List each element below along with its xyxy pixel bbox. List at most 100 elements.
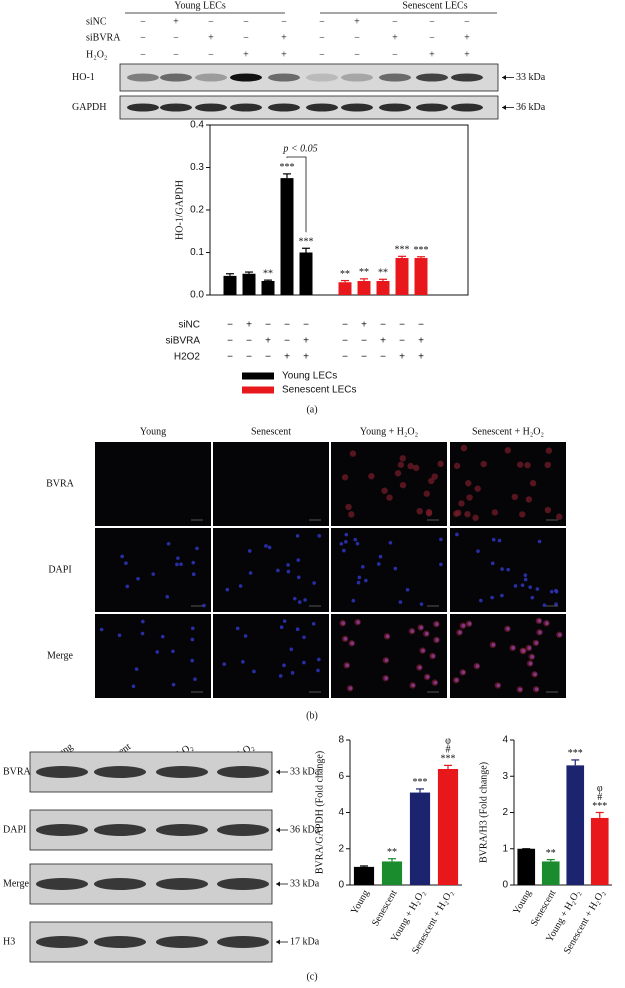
nucleus bbox=[491, 643, 496, 647]
nucleus bbox=[179, 562, 183, 567]
nucleus bbox=[490, 595, 494, 600]
condition-sign: − bbox=[140, 49, 146, 60]
nucleus bbox=[296, 558, 301, 562]
significance-label: *** bbox=[441, 754, 456, 765]
nucleus bbox=[496, 683, 501, 688]
significance-label: *** bbox=[414, 245, 429, 256]
blot-band bbox=[94, 936, 146, 948]
y-tick-label: 0 bbox=[502, 880, 508, 891]
nucleus bbox=[222, 662, 227, 666]
cell-signal bbox=[504, 447, 512, 454]
micrograph bbox=[331, 528, 447, 612]
blot-band bbox=[217, 878, 269, 890]
nucleus bbox=[384, 658, 389, 663]
condition-sign: + bbox=[429, 49, 435, 60]
condition-sign: + bbox=[265, 336, 271, 347]
nucleus bbox=[282, 663, 286, 668]
blot-band bbox=[94, 766, 146, 778]
panel-label: (b) bbox=[306, 710, 318, 721]
condition-sign: − bbox=[380, 320, 386, 331]
nucleus bbox=[384, 676, 388, 680]
nucleus bbox=[500, 593, 504, 598]
nucleus bbox=[191, 572, 196, 577]
blot-band bbox=[217, 824, 269, 836]
nucleus bbox=[490, 561, 495, 566]
condition-sign: − bbox=[342, 352, 348, 363]
y-tick-label: 2 bbox=[338, 843, 344, 854]
nucleus bbox=[433, 680, 438, 685]
condition-label: H₂O₂ bbox=[86, 49, 107, 60]
nucleus bbox=[302, 660, 306, 665]
nucleus bbox=[297, 600, 302, 604]
nucleus bbox=[243, 634, 248, 638]
bar bbox=[338, 282, 352, 295]
nucleus bbox=[348, 686, 353, 691]
condition-sign: − bbox=[265, 320, 271, 331]
condition-sign: − bbox=[284, 320, 290, 331]
nucleus bbox=[151, 572, 156, 576]
bar bbox=[566, 765, 585, 885]
cell-signal bbox=[397, 461, 405, 468]
blot-band bbox=[160, 73, 192, 82]
cell-signal bbox=[407, 462, 414, 470]
nucleus bbox=[542, 603, 547, 607]
significance-label: *** bbox=[395, 245, 410, 256]
cell-signal bbox=[511, 493, 518, 501]
nucleus bbox=[393, 566, 398, 571]
blot-band bbox=[160, 103, 192, 112]
panel-label: (c) bbox=[306, 971, 317, 982]
blot-band bbox=[36, 936, 88, 948]
blot-band bbox=[306, 73, 338, 82]
nucleus bbox=[295, 627, 300, 632]
blot-band bbox=[36, 766, 88, 778]
bar bbox=[517, 848, 536, 885]
band-label: DAPI bbox=[3, 824, 26, 835]
nucleus bbox=[286, 569, 291, 574]
condition-sign: + bbox=[281, 32, 287, 43]
bar bbox=[223, 275, 237, 295]
nucleus bbox=[461, 623, 466, 628]
blot-band bbox=[217, 936, 269, 948]
condition-sign: − bbox=[281, 16, 287, 27]
bar bbox=[541, 861, 560, 885]
band-size: 33 kDa bbox=[290, 766, 320, 777]
y-axis-label: HO-1/GAPDH bbox=[174, 180, 185, 240]
nucleus bbox=[176, 556, 180, 560]
condition-sign: + bbox=[303, 336, 309, 347]
y-tick-label: 3 bbox=[502, 771, 508, 782]
condition-sign: − bbox=[227, 336, 233, 347]
nucleus bbox=[511, 646, 515, 650]
nucleus bbox=[276, 568, 280, 573]
significance-label: φ bbox=[445, 736, 451, 747]
blot-band bbox=[379, 103, 411, 112]
condition-sign: − bbox=[243, 32, 249, 43]
nucleus bbox=[491, 537, 496, 542]
nucleus bbox=[342, 548, 346, 553]
condition-sign: − bbox=[392, 16, 398, 27]
nucleus bbox=[289, 647, 294, 652]
nucleus bbox=[356, 580, 361, 585]
cell-signal bbox=[454, 509, 462, 517]
blot-band bbox=[195, 73, 227, 82]
y-tick-label: 0.3 bbox=[190, 162, 204, 173]
significance-label: ** bbox=[359, 267, 369, 278]
condition-label: H2O2 bbox=[174, 352, 201, 363]
bar bbox=[395, 258, 409, 295]
nucleus bbox=[117, 633, 122, 638]
nucleus bbox=[458, 630, 462, 635]
blot-band bbox=[156, 824, 208, 836]
significance-label: ** bbox=[387, 847, 397, 858]
legend-swatch bbox=[242, 386, 274, 394]
micrograph bbox=[95, 528, 211, 612]
nucleus bbox=[520, 583, 525, 588]
nucleus bbox=[140, 631, 145, 636]
y-axis-label: BVRA/H3 (Fold change) bbox=[478, 762, 489, 863]
bar bbox=[357, 280, 371, 295]
condition-sign: + bbox=[173, 16, 179, 27]
cell-signal bbox=[425, 510, 433, 517]
legend-swatch bbox=[242, 372, 274, 380]
nucleus bbox=[171, 649, 175, 654]
blot-band bbox=[230, 103, 262, 112]
band-label: H3 bbox=[3, 936, 15, 947]
x-tick-label: Senescent bbox=[370, 888, 400, 928]
